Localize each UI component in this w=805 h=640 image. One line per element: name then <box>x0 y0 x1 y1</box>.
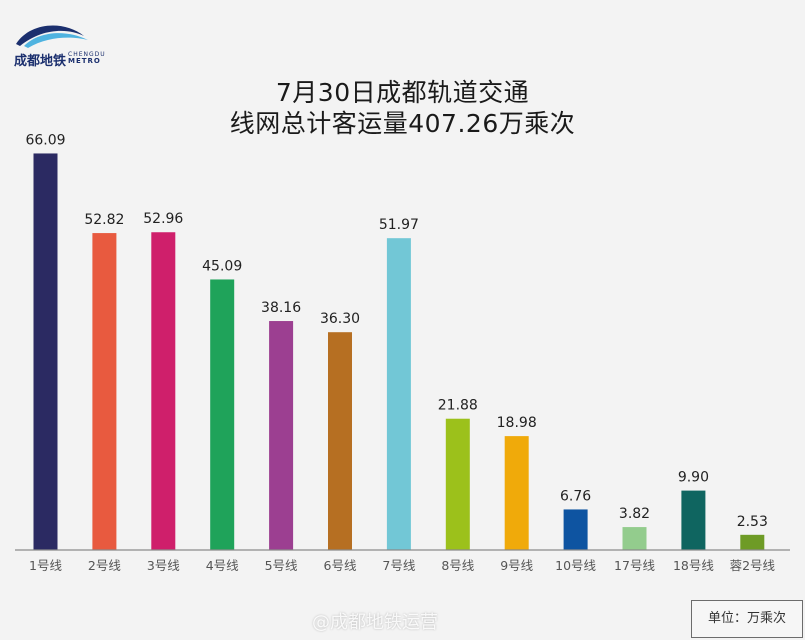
value-label-13: 2.53 <box>737 514 768 530</box>
category-label-2: 2号线 <box>88 558 121 573</box>
value-label-10: 6.76 <box>560 488 591 504</box>
category-label-5: 5号线 <box>265 558 298 573</box>
value-label-6: 36.30 <box>320 311 360 327</box>
category-label-6: 6号线 <box>324 558 357 573</box>
value-label-8: 21.88 <box>438 398 478 414</box>
bar-7 <box>386 238 411 550</box>
category-labels-group: 1号线 2号线 3号线 4号线 5号线 6号线 7号线 8号线 9号线 10号线 17号线 18号线 蓉… <box>29 558 776 573</box>
category-label-7: 7号线 <box>382 558 415 573</box>
category-label-8: 8号线 <box>441 558 474 573</box>
bar-2 <box>92 233 117 550</box>
bar-1 <box>33 153 58 550</box>
category-label-10: 10号线 <box>555 558 596 573</box>
category-label-3: 3号线 <box>147 558 180 573</box>
logo-swoosh-icon <box>16 25 88 48</box>
logo-english-top: CHENGDU <box>68 51 106 58</box>
bar-13 <box>740 534 765 550</box>
bar-12 <box>681 490 706 550</box>
unit-label-box: 单位：万乘次 <box>691 600 803 638</box>
category-label-11: 17号线 <box>614 558 655 573</box>
bars-group <box>33 153 765 551</box>
category-label-9: 9号线 <box>500 558 533 573</box>
bar-11 <box>622 527 647 550</box>
value-label-1: 66.09 <box>25 132 65 148</box>
chengdu-metro-logo: 成都地铁 CHENGDU METRO <box>12 18 112 69</box>
value-label-3: 52.96 <box>143 211 183 227</box>
value-labels-group: 66.09 52.82 52.96 45.09 38.16 36.30 51.97 21.88… <box>25 132 767 529</box>
category-label-12: 18号线 <box>673 558 714 573</box>
value-label-5: 38.16 <box>261 300 301 316</box>
bar-3 <box>151 232 176 551</box>
category-label-4: 4号线 <box>206 558 239 573</box>
bar-6 <box>328 332 352 550</box>
value-label-7: 51.97 <box>379 217 419 233</box>
value-label-2: 52.82 <box>84 212 124 228</box>
weibo-watermark: @成都地铁运营 <box>312 612 438 633</box>
value-label-12: 9.90 <box>678 470 709 486</box>
category-label-1: 1号线 <box>29 558 62 573</box>
category-label-13: 蓉2号线 <box>730 558 776 573</box>
logo-chinese-text: 成都地铁 <box>14 54 67 69</box>
bar-4 <box>210 279 235 550</box>
value-label-4: 45.09 <box>202 258 242 274</box>
value-label-11: 3.82 <box>619 506 650 522</box>
chart-title-line-2: 线网总计客运量407.26万乘次 <box>229 109 576 138</box>
bar-8 <box>445 418 470 550</box>
value-label-9: 18.98 <box>497 415 537 431</box>
bar-5 <box>269 321 294 550</box>
chart-title-line-1: 7月30日成都轨道交通 <box>275 78 530 107</box>
logo-english-bottom: METRO <box>68 57 101 65</box>
bar-9 <box>504 436 529 550</box>
bar-10 <box>563 509 588 550</box>
